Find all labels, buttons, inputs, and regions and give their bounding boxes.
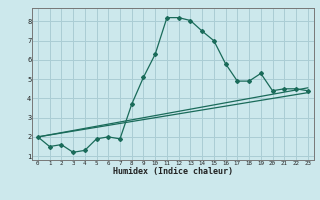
X-axis label: Humidex (Indice chaleur): Humidex (Indice chaleur) <box>113 167 233 176</box>
